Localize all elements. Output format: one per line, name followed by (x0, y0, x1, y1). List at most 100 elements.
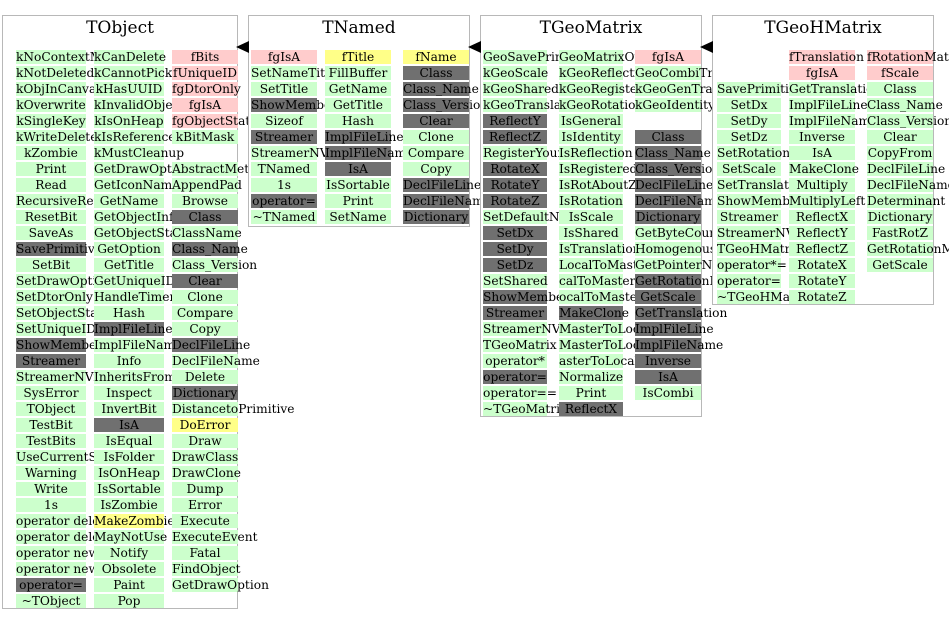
member-item: SetTranslation (717, 178, 808, 192)
member-item: GetOption (94, 242, 164, 256)
member-item: Class_Name (635, 146, 711, 160)
member-item: SetDx (717, 98, 781, 112)
member-item: Clone (172, 290, 238, 304)
member-item: IsA (325, 162, 391, 176)
member-item: Clear (403, 114, 469, 128)
member-item: Dump (172, 482, 238, 496)
member-item: SetRotation (717, 146, 791, 160)
member-item: Class_Name (867, 98, 943, 112)
member-item: Warning (16, 466, 86, 480)
member-item: UseCurrentStyle (16, 450, 120, 464)
member-item: MakeClone (789, 162, 859, 176)
member-item: fgIsA (172, 98, 238, 112)
member-item: asterToLocalVect (559, 354, 666, 368)
member-item: fTranslation (789, 50, 864, 64)
member-item: kCanDelete (94, 50, 167, 64)
member-item: TGeoHMatrix (717, 242, 802, 256)
member-item: MultiplyLeft (789, 194, 866, 208)
member-item: kGeoRotation (559, 98, 644, 112)
member-item: ReflectY (789, 226, 855, 240)
member-item: ResetBit (16, 210, 86, 224)
member-item: StreamerNVirtual (717, 226, 829, 240)
member-item: Dictionary (403, 210, 469, 224)
member-item: kNoContextMenu (16, 50, 126, 64)
member-item: IsFolder (94, 450, 164, 464)
member-item: RotateY (483, 178, 547, 192)
member-item: Read (16, 178, 86, 192)
member-item: kHasUUID (94, 82, 164, 96)
class-box-tnamed: TNamed fgIsA SetNameTitle SetTitle ShowMemb… (248, 15, 491, 227)
member-item: fgIsA (789, 66, 855, 80)
member-item: operator new[] (16, 562, 109, 576)
member-item: Class_Name (172, 242, 248, 256)
member-item: DeclFileLine (172, 338, 251, 352)
member-item: kGeoShared (483, 82, 559, 96)
member-item: Determinant (867, 194, 946, 208)
member-item: ImplFileName (94, 338, 183, 352)
member-item: kZombie (16, 146, 86, 160)
member-item: fBits (172, 50, 238, 64)
member-item: operator new (16, 546, 99, 560)
member-item: RotateX (483, 162, 547, 176)
member-item: IsSortable (325, 178, 391, 192)
member-item: operator*= (717, 258, 787, 272)
member-item: ~TObject (16, 594, 86, 608)
member-item: fgObjectStat (172, 114, 251, 128)
member-item: Write (16, 482, 86, 496)
member-item: IsOnHeap (94, 466, 164, 480)
member-item: Pop (94, 594, 164, 608)
member-item: kGeoIdentity (635, 98, 715, 112)
inheritance-arrow-icon (236, 41, 249, 53)
member-item: SetDy (717, 114, 781, 128)
member-item: TestBit (16, 418, 86, 432)
member-item: 1s (16, 498, 86, 512)
member-column: fTranslation fgIsA GetTranslation ImplFileL… (789, 50, 881, 306)
member-item: ImplFileLine (325, 130, 404, 144)
member-item: Hash (94, 306, 164, 320)
member-item: GetRotationMatrix (635, 274, 751, 288)
member-item: Streamer (483, 306, 547, 320)
member-item: Streamer (251, 130, 317, 144)
member-item: IsTranslation (559, 242, 641, 256)
member-item: Streamer (16, 354, 86, 368)
member-item: kWriteDelete (16, 130, 98, 144)
member-item: SetDtorOnly (16, 290, 93, 304)
member-item: GetTitle (94, 258, 164, 272)
member-item: Browse (172, 194, 238, 208)
member-item: DeclFileLine (867, 162, 946, 176)
member-item: fgIsA (251, 50, 317, 64)
member-item: SetDz (483, 258, 547, 272)
member-item: DoError (172, 418, 238, 432)
member-item: MasterToLocalBomb (559, 338, 687, 352)
member-item: GetTitle (325, 98, 391, 112)
member-item: SetObjectStat (16, 306, 103, 320)
member-column: fgIsA GeoCombiTrans kGeoGenTrans kGeoIdenti… (635, 50, 757, 402)
member-item: SetDrawOption (16, 274, 112, 288)
member-item: operator= (717, 274, 781, 288)
member-item: Dictionary (635, 210, 701, 224)
class-box-tobject: TObject kNoContextMenu kNotDeleted kObjInC… (2, 15, 294, 610)
member-item: IsRotation (559, 194, 623, 208)
member-item: SetDz (717, 130, 781, 144)
member-item: ShowMembers (717, 194, 810, 208)
member-item: SetShared (483, 274, 548, 288)
member-item: kIsOnHeap (94, 114, 164, 128)
member-item: Clear (172, 274, 238, 288)
member-item: Class_Version (867, 114, 949, 128)
member-item: kCannotPick (94, 66, 173, 80)
member-column: kNoContextMenu kNotDeleted kObjInCanvas kOv… (16, 50, 127, 610)
member-item: Class_Version (403, 98, 489, 112)
member-item: ~TGeoMatrix (483, 402, 567, 416)
member-item: GetUniqueID (94, 274, 176, 288)
member-item (717, 50, 781, 64)
member-item: TGeoMatrix (483, 338, 557, 352)
member-item: TNamed (251, 162, 317, 176)
member-item: ReflectX (789, 210, 855, 224)
member-item: kInvalidObject (94, 98, 185, 112)
member-item: RegisterYourself (483, 146, 586, 160)
member-item: GetName (325, 82, 391, 96)
member-item: Paint (94, 578, 164, 592)
member-item: StreamerNVirtual (483, 322, 595, 336)
member-item: IsA (635, 370, 701, 384)
inheritance-arrow-icon (468, 41, 481, 53)
